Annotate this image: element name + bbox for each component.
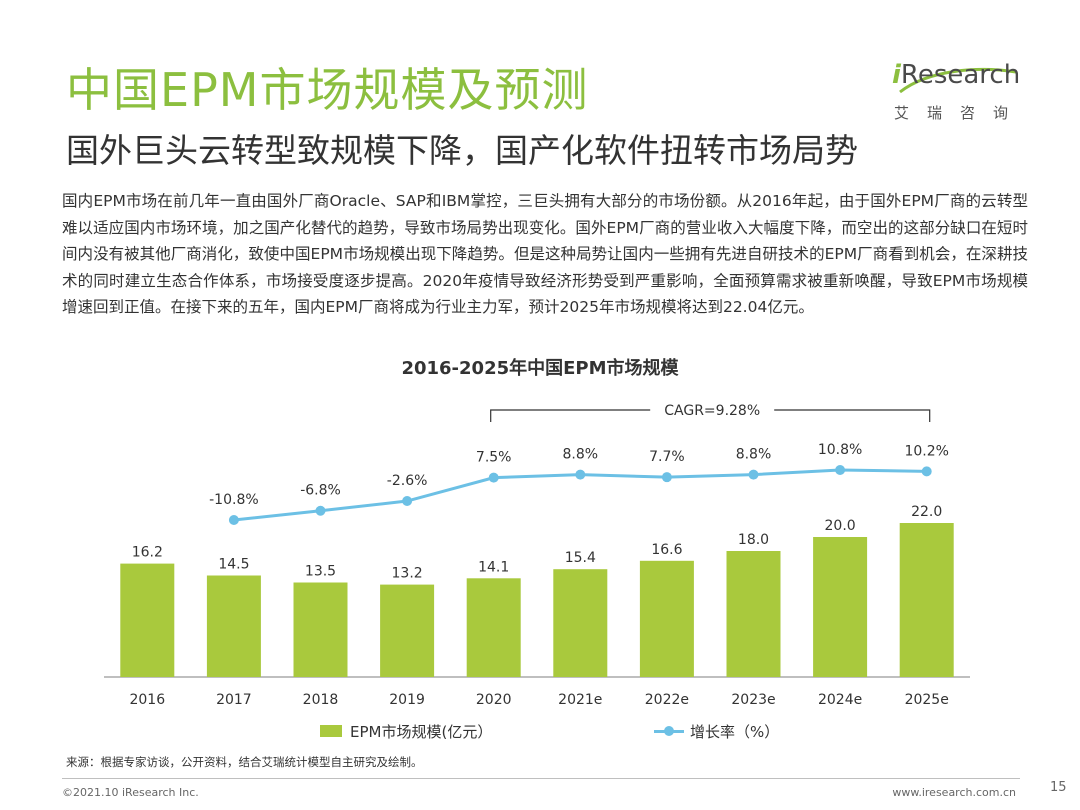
legend-item-line: 增长率（%） — [654, 720, 779, 742]
legend-line-swatch — [654, 725, 684, 737]
bar-2017 — [206, 575, 261, 677]
body-paragraph: 国内EPM市场在前几年一直由国外厂商Oracle、SAP和IBM掌控，三巨头拥有… — [62, 192, 1028, 316]
bar-2016 — [120, 563, 175, 677]
bar-value-label: 18.0 — [738, 532, 769, 548]
growth-point-2025e — [921, 466, 932, 477]
legend-bar-swatch — [320, 725, 342, 737]
bar-2021e — [553, 569, 608, 677]
growth-point-2017 — [228, 515, 239, 525]
logo-cn-text: 艾瑞咨询 — [894, 104, 1027, 122]
growth-point-2019 — [402, 496, 413, 507]
legend-line-label: 增长率（%） — [690, 722, 780, 741]
growth-value-label: 8.8% — [563, 447, 599, 463]
growth-value-label: 7.5% — [476, 450, 512, 466]
x-tick-label: 2021e — [558, 692, 602, 708]
footer-website: www.iresearch.com.cn — [892, 786, 1016, 799]
body-paragraph-block: 国内EPM市场在前几年一直由国外厂商Oracle、SAP和IBM掌控，三巨头拥有… — [62, 188, 1028, 321]
bar-2019 — [380, 584, 435, 677]
footer-copyright: ©2021.10 iResearch Inc. — [62, 786, 199, 799]
bar-2023e — [726, 551, 781, 677]
logo-wordmark: iResearch — [892, 60, 1020, 90]
iresearch-logo: iResearch 艾瑞咨询 — [892, 58, 1024, 122]
x-tick-label: 2022e — [645, 692, 689, 708]
footer-divider — [62, 778, 1020, 779]
x-tick-label: 2017 — [216, 692, 252, 708]
x-tick-label: 2025e — [905, 692, 949, 708]
cagr-bracket-right — [774, 409, 931, 422]
bar-value-label: 13.2 — [392, 566, 423, 582]
bar-2018 — [293, 582, 348, 677]
bar-2024e — [813, 537, 868, 677]
cagr-annotation: CAGR=9.28% — [664, 403, 760, 419]
growth-point-2024e — [835, 465, 846, 475]
page-title: 中国EPM市场规模及预测 — [66, 63, 589, 117]
growth-point-2022e — [661, 472, 672, 483]
x-tick-label: 2019 — [389, 692, 425, 708]
bar-value-label: 14.5 — [218, 557, 249, 573]
x-tick-label: 2016 — [129, 692, 165, 708]
bar-value-label: 15.4 — [565, 550, 596, 566]
epm-market-chart: 16.2 2016 14.5 2017 13.5 2018 13.2 2019 14.1 2020… — [104, 403, 970, 708]
source-note: 来源：根据专家访谈，公开资料，结合艾瑞统计模型自主研究及绘制。 — [66, 755, 423, 769]
x-tick-label: 2018 — [303, 692, 339, 708]
bar-value-label: 22.0 — [911, 504, 942, 520]
page-number: 15 — [1050, 780, 1067, 795]
logo-swoosh-icon — [899, 68, 1017, 94]
growth-value-label: 8.8% — [736, 447, 772, 463]
growth-point-2021e — [575, 469, 586, 480]
bar-value-label: 13.5 — [305, 564, 336, 580]
x-tick-label: 2020 — [476, 692, 512, 708]
bar-value-label: 14.1 — [478, 559, 509, 575]
growth-value-label: -10.8% — [209, 492, 259, 508]
bar-value-label: 16.2 — [132, 545, 163, 561]
logo-wordmark-i: i — [892, 60, 901, 90]
bar-value-label: 16.6 — [651, 542, 682, 558]
growth-point-2020 — [488, 472, 499, 483]
growth-value-label: -2.6% — [387, 473, 428, 489]
bar-2025e — [899, 523, 954, 677]
legend-bar-label: EPM市场规模(亿元） — [350, 722, 493, 741]
growth-point-2023e — [748, 469, 759, 480]
growth-value-label: -6.8% — [300, 483, 341, 499]
bar-2020 — [466, 578, 521, 677]
chart-title: 2016-2025年中国EPM市场规模 — [401, 358, 679, 379]
growth-point-2018 — [315, 505, 326, 516]
growth-value-label: 10.2% — [904, 443, 948, 459]
x-tick-label: 2023e — [731, 692, 775, 708]
legend-item-bar: EPM市场规模(亿元） — [320, 720, 492, 742]
cagr-bracket-left — [490, 409, 651, 422]
logo-wordmark-rest: Research — [900, 60, 1021, 90]
bar-value-label: 20.0 — [825, 518, 856, 534]
page-subtitle: 国外巨头云转型致规模下降，国产化软件扭转市场局势 — [66, 131, 858, 170]
x-tick-label: 2024e — [818, 692, 862, 708]
bar-2022e — [639, 560, 694, 677]
growth-value-label: 7.7% — [649, 449, 685, 465]
growth-value-label: 10.8% — [818, 442, 862, 458]
